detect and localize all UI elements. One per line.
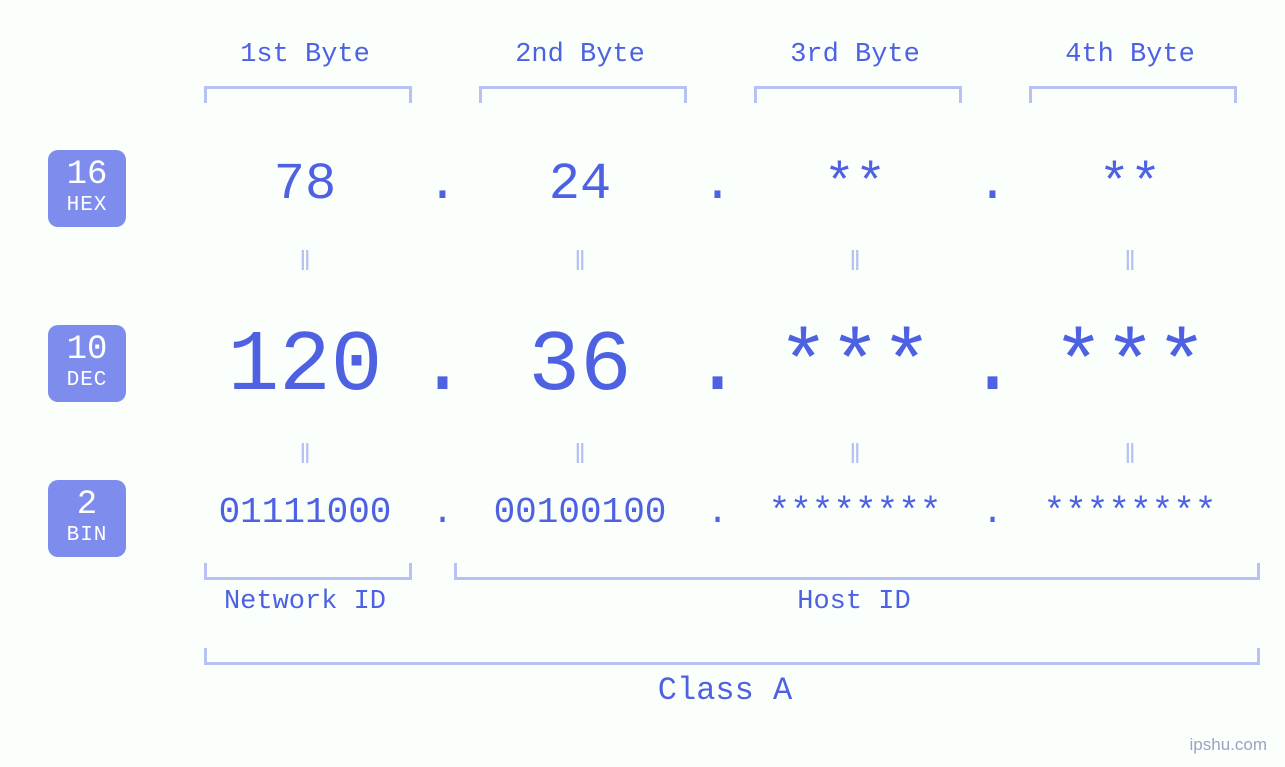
byte-1-bracket xyxy=(204,86,412,103)
byte-3-bracket xyxy=(754,86,962,103)
byte-header-3-label: 3rd Byte xyxy=(790,40,920,70)
bin-row: 01111000 . 00100100 . ******** . *******… xyxy=(0,492,1285,533)
byte-header-2-label: 2nd Byte xyxy=(515,40,645,70)
dec-byte-1: 120 xyxy=(190,317,420,415)
bin-byte-3: ******** xyxy=(740,492,970,533)
hex-dot-1: . xyxy=(420,155,465,214)
byte-header-4: 4th Byte xyxy=(1015,40,1245,70)
hex-dot-2: . xyxy=(695,155,740,214)
byte-2-bracket xyxy=(479,86,687,103)
bin-dot-1: . xyxy=(420,492,465,533)
hex-byte-4: ** xyxy=(1015,155,1245,214)
watermark: ipshu.com xyxy=(1190,735,1267,755)
bin-byte-1: 01111000 xyxy=(190,492,420,533)
byte-4-bracket xyxy=(1029,86,1237,103)
byte-header-4-label: 4th Byte xyxy=(1065,40,1195,70)
eq-2-1: ǁ xyxy=(190,438,420,470)
dec-dot-1: . xyxy=(420,317,465,415)
dec-row: 120 . 36 . *** . *** xyxy=(0,317,1285,415)
eq-1-3: ǁ xyxy=(740,245,970,277)
bin-byte-2: 00100100 xyxy=(465,492,695,533)
hex-byte-2: 24 xyxy=(465,155,695,214)
network-id-bracket xyxy=(204,563,412,580)
dec-dot-3: . xyxy=(970,317,1015,415)
byte-header-1: 1st Byte xyxy=(190,40,420,70)
hex-row: 78 . 24 . ** . ** xyxy=(0,155,1285,214)
dec-byte-2: 36 xyxy=(465,317,695,415)
byte-headers: 1st Byte 2nd Byte 3rd Byte 4th Byte xyxy=(0,40,1285,70)
byte-header-2: 2nd Byte xyxy=(465,40,695,70)
byte-header-1-label: 1st Byte xyxy=(240,40,370,70)
host-id-bracket xyxy=(454,563,1260,580)
eq-1-4: ǁ xyxy=(1015,245,1245,277)
class-bracket xyxy=(204,648,1260,665)
eq-2-2: ǁ xyxy=(465,438,695,470)
byte-header-3: 3rd Byte xyxy=(740,40,970,70)
dec-byte-4: *** xyxy=(1015,317,1245,415)
dec-byte-3: *** xyxy=(740,317,970,415)
bin-byte-4: ******** xyxy=(1015,492,1245,533)
class-label: Class A xyxy=(190,672,1260,709)
equals-row-1: ǁ ǁ ǁ ǁ xyxy=(0,245,1285,277)
host-id-label: Host ID xyxy=(454,587,1254,617)
eq-2-4: ǁ xyxy=(1015,438,1245,470)
equals-row-2: ǁ ǁ ǁ ǁ xyxy=(0,438,1285,470)
bin-dot-3: . xyxy=(970,492,1015,533)
eq-2-3: ǁ xyxy=(740,438,970,470)
eq-1-2: ǁ xyxy=(465,245,695,277)
hex-byte-3: ** xyxy=(740,155,970,214)
hex-byte-1: 78 xyxy=(190,155,420,214)
bin-dot-2: . xyxy=(695,492,740,533)
network-id-label: Network ID xyxy=(190,587,420,617)
eq-1-1: ǁ xyxy=(190,245,420,277)
dec-dot-2: . xyxy=(695,317,740,415)
hex-dot-3: . xyxy=(970,155,1015,214)
